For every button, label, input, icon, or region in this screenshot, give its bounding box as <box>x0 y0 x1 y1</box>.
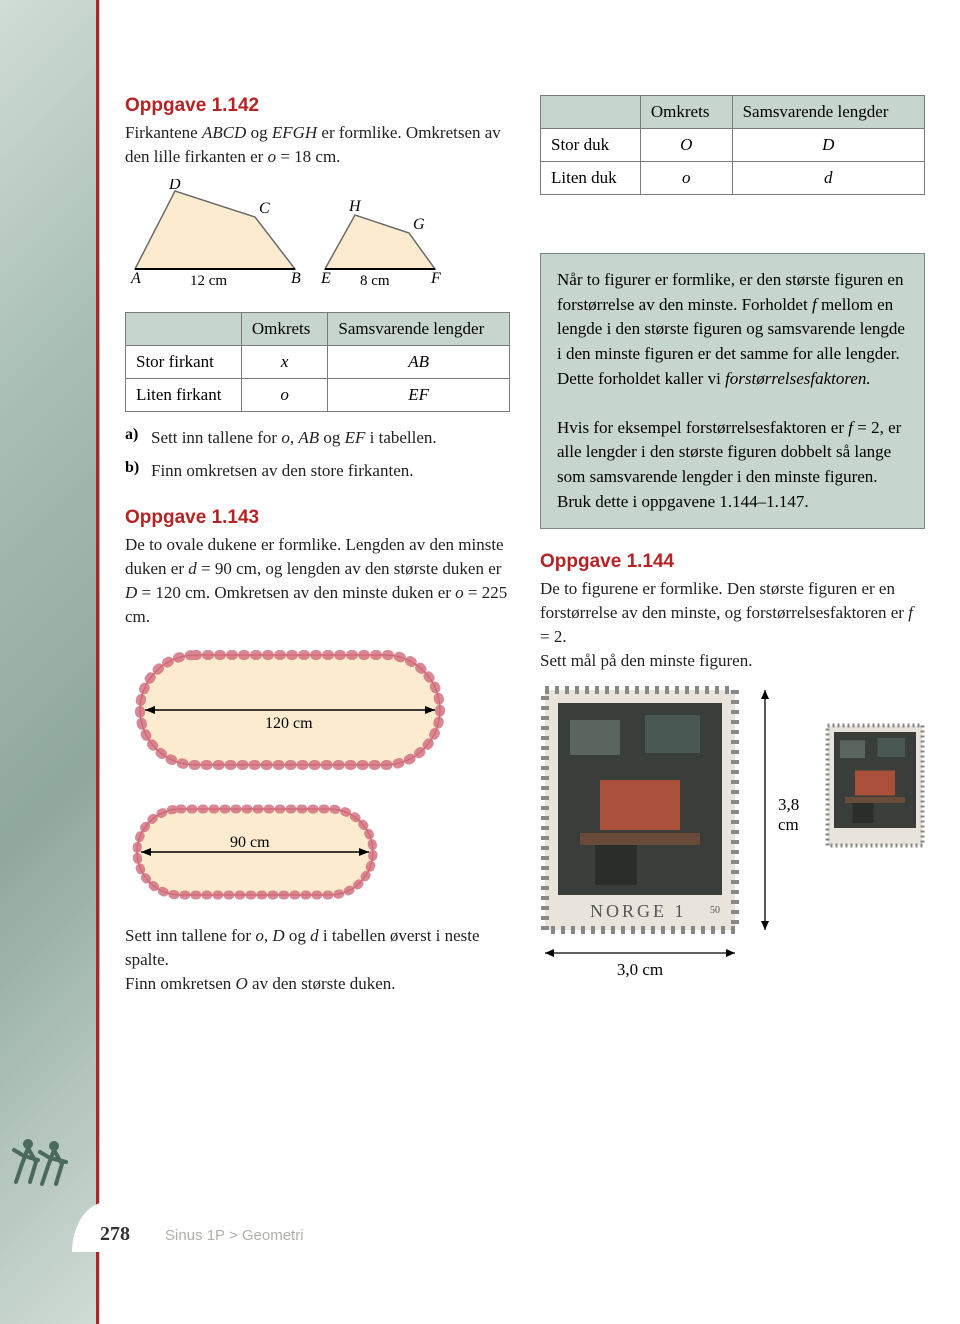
ex142-subparts: a) Sett inn tallene for o, AB og EF i ta… <box>125 426 510 490</box>
oval-small: 90 cm <box>125 797 510 912</box>
t: o <box>281 428 290 447</box>
t: ABCD <box>202 123 246 142</box>
left-column: Oppgave 1.142 Firkantene ABCD og EFGH er… <box>125 95 510 1002</box>
dim-vertical <box>758 685 770 935</box>
td: x <box>241 345 328 378</box>
red-margin-bar <box>96 0 99 1324</box>
t: og <box>246 123 272 142</box>
ex143-heading: Oppgave 1.143 <box>125 507 510 529</box>
th-lengder: Samsvarende lengder <box>732 96 924 129</box>
th-empty <box>541 96 641 129</box>
t: d <box>188 559 197 578</box>
stamp-small-wrap <box>825 723 925 853</box>
td: d <box>732 162 924 195</box>
breadcrumb: Sinus 1P > Geometri <box>165 1227 304 1244</box>
t: Firkantene <box>125 123 202 142</box>
t: Hvis for eksempel forstørrelses­faktoren… <box>557 418 848 437</box>
right-column: Omkrets Samsvarende lengder Stor duk O D… <box>540 95 925 1002</box>
t: og <box>285 926 311 945</box>
label-8cm: 8 cm <box>360 273 390 289</box>
th-empty <box>126 312 242 345</box>
td: D <box>732 129 924 162</box>
oval-big-label: 120 cm <box>265 715 313 732</box>
part-b-text: Finn omkretsen av den store firkanten. <box>151 459 414 483</box>
label-C: C <box>259 200 270 217</box>
t: Sett mål på den minste figuren. <box>540 651 752 670</box>
ex143-top-table: Omkrets Samsvarende lengder Stor duk O D… <box>540 95 925 195</box>
ex143-followup: Sett inn tallene for o, D og d i tabelle… <box>125 924 510 995</box>
dim-v-label: 3,8 cm <box>778 795 811 835</box>
part-a-text: Sett inn tallene for o, AB og EF i tabel… <box>151 426 437 450</box>
stamp-small-icon <box>825 723 925 848</box>
dim-horizontal <box>540 946 740 960</box>
page-number: 278 <box>100 1223 130 1246</box>
t: Finn omkretsen <box>125 974 236 993</box>
t: av den største duken. <box>248 974 396 993</box>
td: Liten firkant <box>126 378 242 411</box>
td: o <box>640 162 732 195</box>
t: = 120 cm. Omkretsen av den minste duken … <box>137 583 455 602</box>
ex144-text: De to figurene er formlike. Den største … <box>540 577 925 672</box>
t: f <box>908 603 913 622</box>
th-lengder: Samsvarende lengder <box>328 312 510 345</box>
stamp-denom: 50 <box>710 905 720 916</box>
th-omkrets: Omkrets <box>241 312 328 345</box>
t: forstørrelsesfaktoren. <box>725 369 871 388</box>
td: EF <box>328 378 510 411</box>
t: Sett inn tallene for <box>125 926 255 945</box>
t: og <box>319 428 345 447</box>
page: 278 Sinus 1P > Geometri Oppgave 1.142 Fi… <box>0 0 960 1324</box>
td: Liten duk <box>541 162 641 195</box>
label-a: a) <box>125 426 151 456</box>
label-B: B <box>291 270 301 287</box>
label-H: H <box>348 198 362 215</box>
ex142-table: Omkrets Samsvarende lengder Stor firkant… <box>125 312 510 412</box>
td: o <box>241 378 328 411</box>
label-D: D <box>168 179 181 193</box>
label-b: b) <box>125 459 151 489</box>
ex142-figure: A B C D 12 cm E F G H 8 cm <box>125 179 510 294</box>
label-12cm: 12 cm <box>190 273 227 289</box>
content-columns: Oppgave 1.142 Firkantene ABCD og EFGH er… <box>125 95 925 1002</box>
td: O <box>640 129 732 162</box>
t: o <box>255 926 264 945</box>
t: De to figurene er formlike. Den største … <box>540 579 908 622</box>
stamp-label: NORGE 1 <box>590 901 687 921</box>
dim-h-label: 3,0 cm <box>540 960 740 980</box>
theory-callout: Når to figurer er formlike, er den størs… <box>540 253 925 529</box>
t: D <box>272 926 284 945</box>
th-omkrets: Omkrets <box>640 96 732 129</box>
t: d <box>310 926 319 945</box>
label-F: F <box>430 270 441 287</box>
ex142-intro: Firkantene ABCD og EFGH er form­like. Om… <box>125 121 510 169</box>
stamp-big-wrap: NORGE 1 50 3,0 cm <box>540 685 740 980</box>
t: = 90 cm, og lengden av den største duken… <box>197 559 502 578</box>
t: D <box>125 583 137 602</box>
runner-figures-icon <box>10 1134 80 1194</box>
t: = 2. <box>540 627 567 646</box>
label-E: E <box>320 270 331 287</box>
t: Sett inn tallene for <box>151 428 281 447</box>
td: AB <box>328 345 510 378</box>
oval-big: 120 cm <box>125 640 510 785</box>
stamp-big-icon: NORGE 1 50 <box>540 685 740 935</box>
t: O <box>236 974 248 993</box>
ex144-heading: Oppgave 1.144 <box>540 551 925 573</box>
t: i tabellen. <box>365 428 436 447</box>
t: EF <box>345 428 366 447</box>
t: EFGH <box>272 123 317 142</box>
label-G: G <box>413 216 425 233</box>
side-gradient <box>0 0 100 1324</box>
t: o <box>268 147 277 166</box>
td: Stor duk <box>541 129 641 162</box>
t: = 18 cm. <box>276 147 340 166</box>
ex142-heading: Oppgave 1.142 <box>125 95 510 117</box>
t: AB <box>298 428 319 447</box>
stamp-figures: NORGE 1 50 3,0 cm 3,8 cm <box>540 685 925 980</box>
td: Stor firkant <box>126 345 242 378</box>
oval-small-label: 90 cm <box>230 834 270 851</box>
ex143-text: De to ovale dukene er formlike. Lengden … <box>125 533 510 628</box>
t: o <box>455 583 464 602</box>
label-A: A <box>130 270 141 287</box>
